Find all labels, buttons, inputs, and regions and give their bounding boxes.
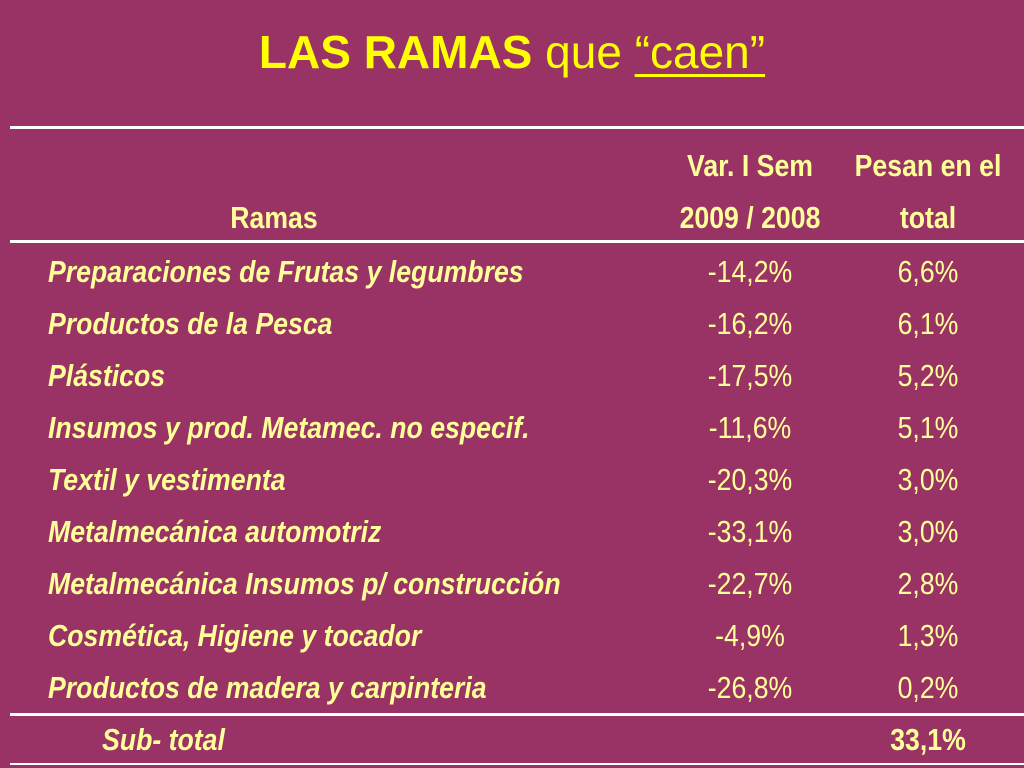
table-row: Preparaciones de Frutas y legumbres -14,… (0, 246, 1024, 298)
pesan-value: 0,2% (897, 670, 959, 705)
subtotal-value: 33,1% (890, 722, 966, 757)
pesan-value: 5,1% (897, 410, 959, 445)
title-part-caen: “caen” (634, 26, 766, 78)
table-bottom-rule (10, 763, 1024, 765)
table-row: Metalmecánica automotriz -33,1% 3,0% (0, 506, 1024, 558)
pesan-value: 1,3% (897, 618, 959, 653)
table-header-rule (10, 240, 1024, 243)
var-value: -11,6% (708, 410, 792, 445)
var-value: -16,2% (707, 306, 793, 341)
table-row: Cosmética, Higiene y tocador -4,9% 1,3% (0, 610, 1024, 662)
rama-name: Productos de madera y carpinteria (48, 670, 487, 705)
var-value: -4,9% (715, 618, 785, 653)
rama-name: Metalmecánica automotriz (48, 514, 382, 549)
table-footer-rule (10, 713, 1024, 716)
pesan-value: 3,0% (897, 462, 959, 497)
table-row: Insumos y prod. Metamec. no especif. -11… (0, 402, 1024, 454)
var-value: -26,8% (707, 670, 793, 705)
rama-name: Textil y vestimenta (48, 462, 286, 497)
rama-name: Preparaciones de Frutas y legumbres (48, 254, 524, 289)
var-value: -14,2% (707, 254, 793, 289)
slide-title: LAS RAMAS que “caen” (0, 22, 1024, 82)
table-row: Plásticos -17,5% 5,2% (0, 350, 1024, 402)
table-top-rule (10, 126, 1024, 129)
header-var-line2: 2009 / 2008 (679, 200, 821, 235)
pesan-value: 3,0% (897, 514, 959, 549)
subtotal-label: Sub- total (102, 722, 225, 757)
title-part-main: LAS RAMAS (258, 26, 533, 78)
header-pesan-line1: Pesan en el (854, 148, 1002, 183)
table-row: Textil y vestimenta -20,3% 3,0% (0, 454, 1024, 506)
table-row: Productos de la Pesca -16,2% 6,1% (0, 298, 1024, 350)
pesan-value: 5,2% (897, 358, 959, 393)
header-var-line1: Var. I Sem (687, 148, 813, 183)
header-ramas: Ramas (230, 200, 318, 235)
var-value: -17,5% (707, 358, 793, 393)
rama-name: Productos de la Pesca (48, 306, 333, 341)
rama-name: Cosmética, Higiene y tocador (48, 618, 422, 653)
pesan-value: 6,6% (897, 254, 959, 289)
title-part-que: que (545, 26, 622, 78)
rama-name: Plásticos (48, 358, 166, 393)
pesan-value: 2,8% (897, 566, 959, 601)
header-pesan-line2: total (899, 200, 957, 235)
rama-name: Insumos y prod. Metamec. no especif. (48, 410, 530, 445)
var-value: -22,7% (707, 566, 793, 601)
var-value: -33,1% (707, 514, 793, 549)
rama-name: Metalmecánica Insumos p/ construcción (48, 566, 561, 601)
table-row: Productos de madera y carpinteria -26,8%… (0, 662, 1024, 714)
var-value: -20,3% (707, 462, 793, 497)
pesan-value: 6,1% (897, 306, 959, 341)
table-row: Metalmecánica Insumos p/ construcción -2… (0, 558, 1024, 610)
